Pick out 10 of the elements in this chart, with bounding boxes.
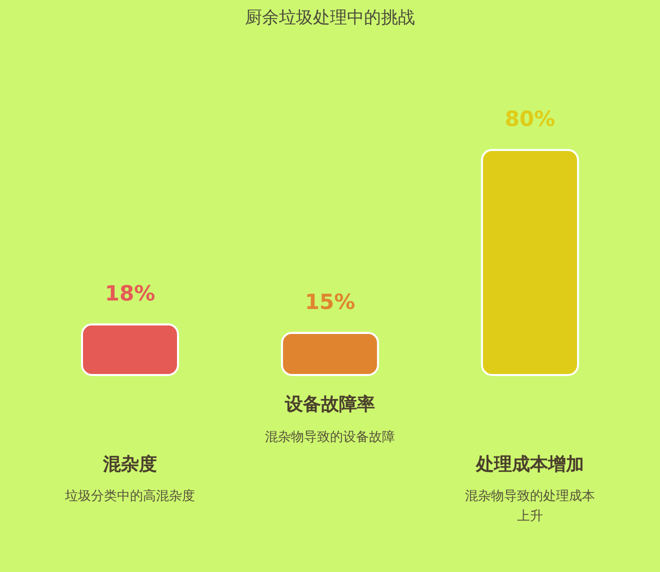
x-tick-label: 混杂度 [102,454,157,475]
x-tick-label: 处理成本增加 [475,454,584,475]
x-tick-label: 设备故障率 [284,394,375,415]
data-label: 18% [104,281,156,306]
data-label: 80% [504,107,556,131]
text: 垃圾分类中的高混杂度 [64,488,195,504]
text: 混杂物导致的处理成本上升 [465,489,595,524]
text: 混杂物导致的设备故障 [265,430,395,445]
data-label: 15% [304,290,356,314]
chart-title: 厨余垃圾处理中的挑战 [245,8,415,28]
